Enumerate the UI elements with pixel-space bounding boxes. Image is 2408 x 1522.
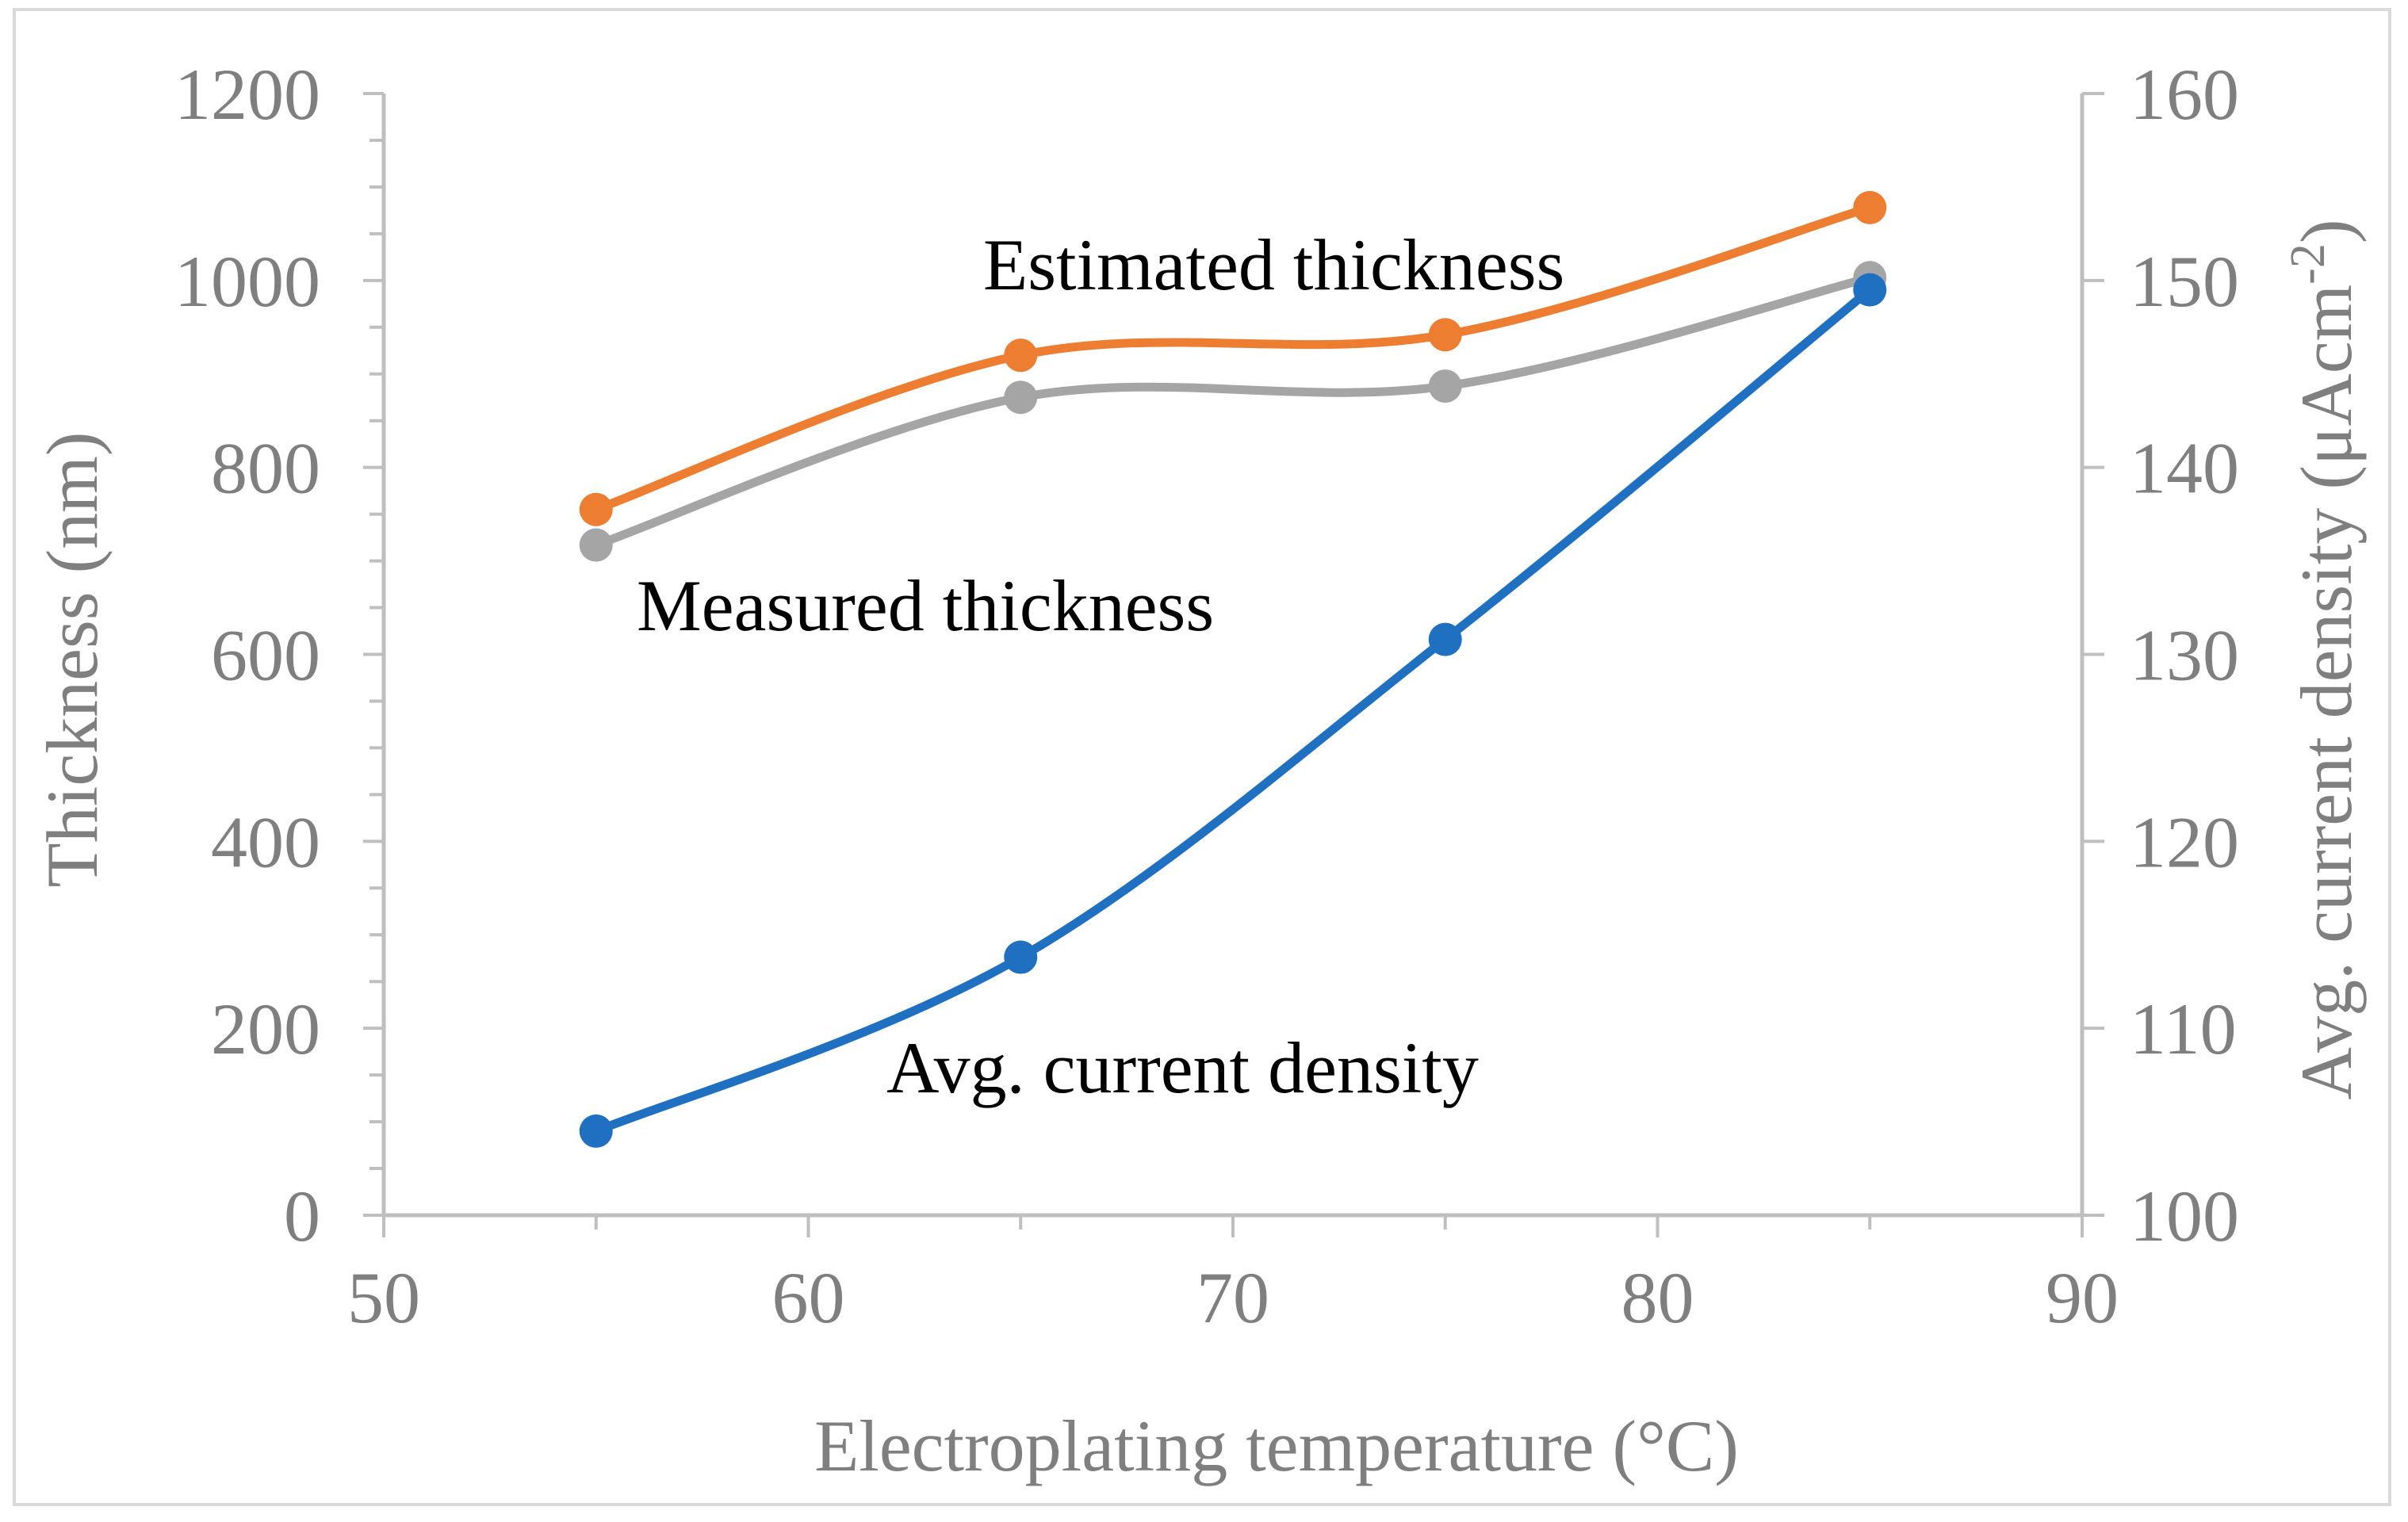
data-point-measured-thickness [579, 528, 613, 562]
y-tick-label: 800 [211, 428, 320, 509]
series-line-measured-thickness [591, 273, 1874, 550]
y-tick-labels: 0 200 400 600 800 1000 1200 [174, 54, 320, 1256]
y-tick-label: 200 [211, 989, 320, 1069]
x-tick-label: 60 [772, 1257, 845, 1338]
series-points [579, 190, 1887, 1148]
series-label-measured-thickness: Measured thickness [637, 565, 1214, 646]
y2-tick-label: 100 [2130, 1176, 2239, 1256]
y2-tick-label: 110 [2130, 989, 2237, 1069]
y2-tick-label: 160 [2130, 54, 2239, 135]
data-point-estimated-thickness [579, 492, 613, 526]
data-point-estimated-thickness [1853, 190, 1887, 224]
series-lines [591, 203, 1874, 1136]
data-point-avg-current-density [1853, 273, 1887, 307]
x-tick-labels: 50 60 70 80 90 [347, 1257, 2119, 1338]
x-tick-label: 90 [2046, 1257, 2119, 1338]
data-point-measured-thickness [1004, 380, 1038, 415]
y-tick-label: 600 [211, 615, 320, 696]
x-axis-title: Electroplating temperature (°C) [814, 1405, 1739, 1486]
y2-axis-title-superscript: -2 [2281, 243, 2335, 285]
data-point-avg-current-density [579, 1114, 613, 1148]
y-tick-label: 400 [211, 801, 320, 882]
data-point-measured-thickness [1428, 369, 1462, 403]
y-axis-title: Thickness (nm) [32, 432, 113, 888]
series-line-estimated-thickness [591, 203, 1874, 514]
series-line-avg-current-density [591, 285, 1874, 1136]
data-point-estimated-thickness [1428, 318, 1462, 352]
y2-axis-title-main: Avg. current density (μAcm [2286, 285, 2367, 1100]
y-tick-label: 0 [284, 1176, 320, 1256]
y2-axis-title-close: ) [2286, 220, 2367, 244]
chart-frame [13, 8, 2391, 1506]
axes [363, 92, 2104, 1237]
data-point-avg-current-density [1428, 622, 1462, 656]
x-tick-label: 50 [347, 1257, 420, 1338]
y2-tick-label: 140 [2130, 428, 2239, 509]
y-tick-label: 1000 [174, 241, 320, 322]
y2-tick-label: 150 [2130, 241, 2239, 322]
y-tick-label: 1200 [174, 54, 320, 135]
data-point-estimated-thickness [1004, 338, 1038, 373]
series-label-avg-current-density: Avg. current density [886, 1027, 1479, 1108]
y2-tick-label: 120 [2130, 801, 2239, 882]
x-tick-label: 80 [1621, 1257, 1694, 1338]
y2-axis-title: Avg. current density (μAcm-2) [2281, 220, 2367, 1100]
y2-tick-label: 130 [2130, 615, 2239, 696]
data-point-avg-current-density [1004, 940, 1038, 974]
x-tick-label: 70 [1196, 1257, 1269, 1338]
y2-tick-labels: 100 110 120 130 140 150 160 [2130, 54, 2239, 1256]
series-label-estimated-thickness: Estimated thickness [983, 224, 1564, 305]
